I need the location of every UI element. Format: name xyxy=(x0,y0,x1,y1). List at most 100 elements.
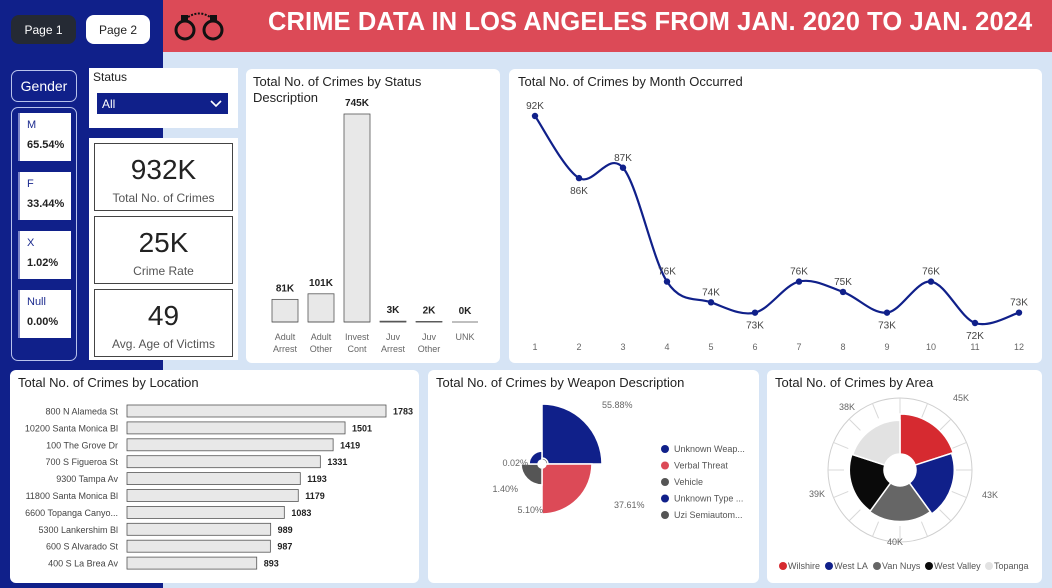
legend-label: Unknown Weap... xyxy=(674,444,745,454)
kpi-value: 49 xyxy=(147,300,180,331)
x-tick-label: 8 xyxy=(840,342,845,352)
header-bar xyxy=(163,0,1052,52)
bar xyxy=(126,489,299,502)
kpi-avg-age: 49 Avg. Age of Victims xyxy=(94,289,233,357)
gender-button[interactable]: Gender xyxy=(11,70,77,102)
gender-value: 0.00% xyxy=(27,316,59,328)
data-label: 1.40% xyxy=(492,484,518,494)
page-2-button[interactable]: Page 2 xyxy=(86,15,150,44)
gender-value: 1.02% xyxy=(27,257,59,269)
data-label: 38K xyxy=(839,402,855,412)
data-label: 1419 xyxy=(340,440,360,450)
data-label: 1331 xyxy=(327,457,347,467)
kpi-label: Crime Rate xyxy=(133,264,194,278)
gender-card-null[interactable]: Null 0.00% xyxy=(18,290,71,338)
month-line-chart: 92K 1 86K 2 87K 3 76K 4 74K 5 73K 6 76K 7 75K 8 73K 9 76K 1… xyxy=(526,101,1028,352)
legend-label: Uzi Semiautom... xyxy=(674,510,743,520)
bar xyxy=(126,505,285,519)
data-label: 40K xyxy=(887,537,903,547)
category-label: Cont xyxy=(347,344,367,354)
data-label: 1179 xyxy=(305,491,325,501)
data-label: 92K xyxy=(526,101,544,112)
bar xyxy=(126,556,258,570)
data-label: 893 xyxy=(264,559,279,569)
legend-label: Vehicle xyxy=(674,477,703,487)
category-label: 10200 Santa Monica Bl xyxy=(25,423,118,433)
legend-marker xyxy=(661,445,669,453)
series-line xyxy=(534,115,1020,326)
location-chart-card: Total No. of Crimes by Location 800 N Al… xyxy=(10,370,419,583)
x-tick-label: 3 xyxy=(620,342,625,352)
category-label: Invest xyxy=(345,332,370,342)
data-point xyxy=(531,112,539,120)
data-label: 1083 xyxy=(291,508,311,518)
kpi-value: 932K xyxy=(130,154,197,185)
data-point xyxy=(971,319,979,327)
gender-card-f[interactable]: F 33.44% xyxy=(18,172,71,220)
category-label: 11800 Santa Monica Bl xyxy=(26,491,118,501)
legend-marker xyxy=(661,511,669,519)
kpi-total-crimes: 932K Total No. of Crimes xyxy=(94,143,233,211)
chart-title: Total No. of Crimes by Area xyxy=(775,375,934,390)
bar xyxy=(271,298,299,323)
category-label: 100 The Grove Dr xyxy=(46,440,118,450)
slice xyxy=(541,457,549,465)
data-point xyxy=(795,278,803,285)
x-tick-label: 4 xyxy=(664,342,669,352)
slice xyxy=(541,403,603,465)
radial-grid xyxy=(939,418,952,431)
chevron-down-icon xyxy=(210,99,222,107)
data-label: 45K xyxy=(953,393,969,403)
chart-title: Total No. of Crimes by Month Occurred xyxy=(518,74,743,89)
category-label: Juv xyxy=(386,332,401,342)
legend-label: Van Nuys xyxy=(882,561,921,571)
kpi-value: 25K xyxy=(138,227,189,258)
category-label: UNK xyxy=(455,332,474,342)
slice xyxy=(528,450,543,465)
legend-marker xyxy=(661,478,669,486)
legend-label: West LA xyxy=(834,561,868,571)
legend-label: Unknown Type ... xyxy=(674,494,743,504)
bar xyxy=(307,293,335,323)
chart-title: Total No. of Crimes by Status Descriptio… xyxy=(253,74,422,105)
page-title: CRIME DATA IN LOS ANGELES FROM JAN. 2020… xyxy=(268,8,1033,36)
chart-title: Total No. of Crimes by Location xyxy=(18,375,199,390)
page-1-button[interactable]: Page 1 xyxy=(11,15,76,44)
data-label: 989 xyxy=(278,525,293,535)
radial-grid xyxy=(871,403,880,419)
data-label: 43K xyxy=(982,490,998,500)
data-label: 0K xyxy=(459,306,473,317)
kpi-crime-rate: 25K Crime Rate xyxy=(94,216,233,284)
bar xyxy=(126,539,271,553)
slice xyxy=(868,481,932,523)
radial-grid xyxy=(951,490,967,499)
legend-label: Topanga xyxy=(994,561,1029,571)
data-label: 73K xyxy=(746,321,764,332)
status-dropdown[interactable]: All xyxy=(97,93,228,114)
x-tick-label: 6 xyxy=(752,342,757,352)
gender-panel xyxy=(11,107,77,361)
gender-label: F xyxy=(27,178,34,190)
status-label: Status xyxy=(93,70,128,84)
chart-title: Total No. of Crimes by Weapon Descriptio… xyxy=(436,375,685,390)
status-bar-chart: 81K Adult Arrest 101K Adult Other 745K Invest Co… xyxy=(271,98,478,354)
data-label: 101K xyxy=(309,278,334,289)
bar xyxy=(126,438,334,452)
data-label: 73K xyxy=(878,321,896,332)
data-point xyxy=(927,278,935,285)
gender-card-x[interactable]: X 1.02% xyxy=(18,231,71,279)
slice xyxy=(520,463,543,486)
radial-grid xyxy=(920,521,929,537)
slice xyxy=(848,453,892,513)
data-point xyxy=(839,288,847,296)
data-point xyxy=(707,299,715,306)
bar xyxy=(126,472,301,485)
x-tick-label: 12 xyxy=(1014,342,1024,352)
slice xyxy=(541,463,593,515)
category-label: 9300 Tampa Av xyxy=(56,474,118,484)
category-label: Arrest xyxy=(273,344,298,354)
legend-label: West Valley xyxy=(934,561,981,571)
gender-card-m[interactable]: M 65.54% xyxy=(18,113,71,161)
handcuffs-icon xyxy=(174,12,224,41)
data-label: 86K xyxy=(570,186,588,197)
